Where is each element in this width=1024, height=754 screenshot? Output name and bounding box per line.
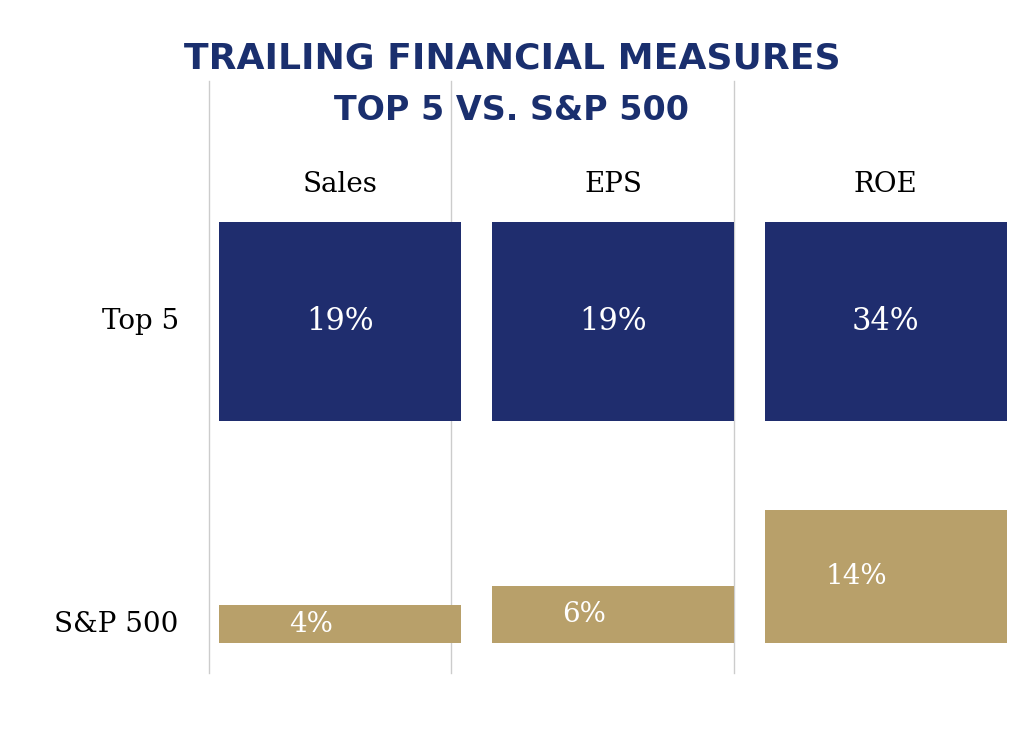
Text: ROE: ROE bbox=[854, 171, 918, 198]
Bar bbox=[765, 222, 1007, 421]
Bar bbox=[219, 222, 462, 421]
Text: 19%: 19% bbox=[306, 306, 374, 337]
Text: Top 5: Top 5 bbox=[101, 308, 178, 335]
Text: S&P 500: S&P 500 bbox=[54, 611, 178, 638]
Text: 14%: 14% bbox=[825, 563, 888, 590]
Text: 4%: 4% bbox=[289, 611, 333, 638]
Text: 6%: 6% bbox=[562, 602, 606, 628]
Text: Sales: Sales bbox=[303, 171, 378, 198]
Bar bbox=[765, 510, 1007, 643]
Text: 19%: 19% bbox=[580, 306, 647, 337]
Text: TOP 5 VS. S&P 500: TOP 5 VS. S&P 500 bbox=[335, 94, 689, 127]
Bar bbox=[492, 222, 734, 421]
Text: 34%: 34% bbox=[852, 306, 920, 337]
Bar bbox=[219, 605, 462, 643]
Bar bbox=[492, 587, 734, 643]
Text: TRAILING FINANCIAL MEASURES: TRAILING FINANCIAL MEASURES bbox=[183, 41, 841, 75]
Text: EPS: EPS bbox=[584, 171, 642, 198]
